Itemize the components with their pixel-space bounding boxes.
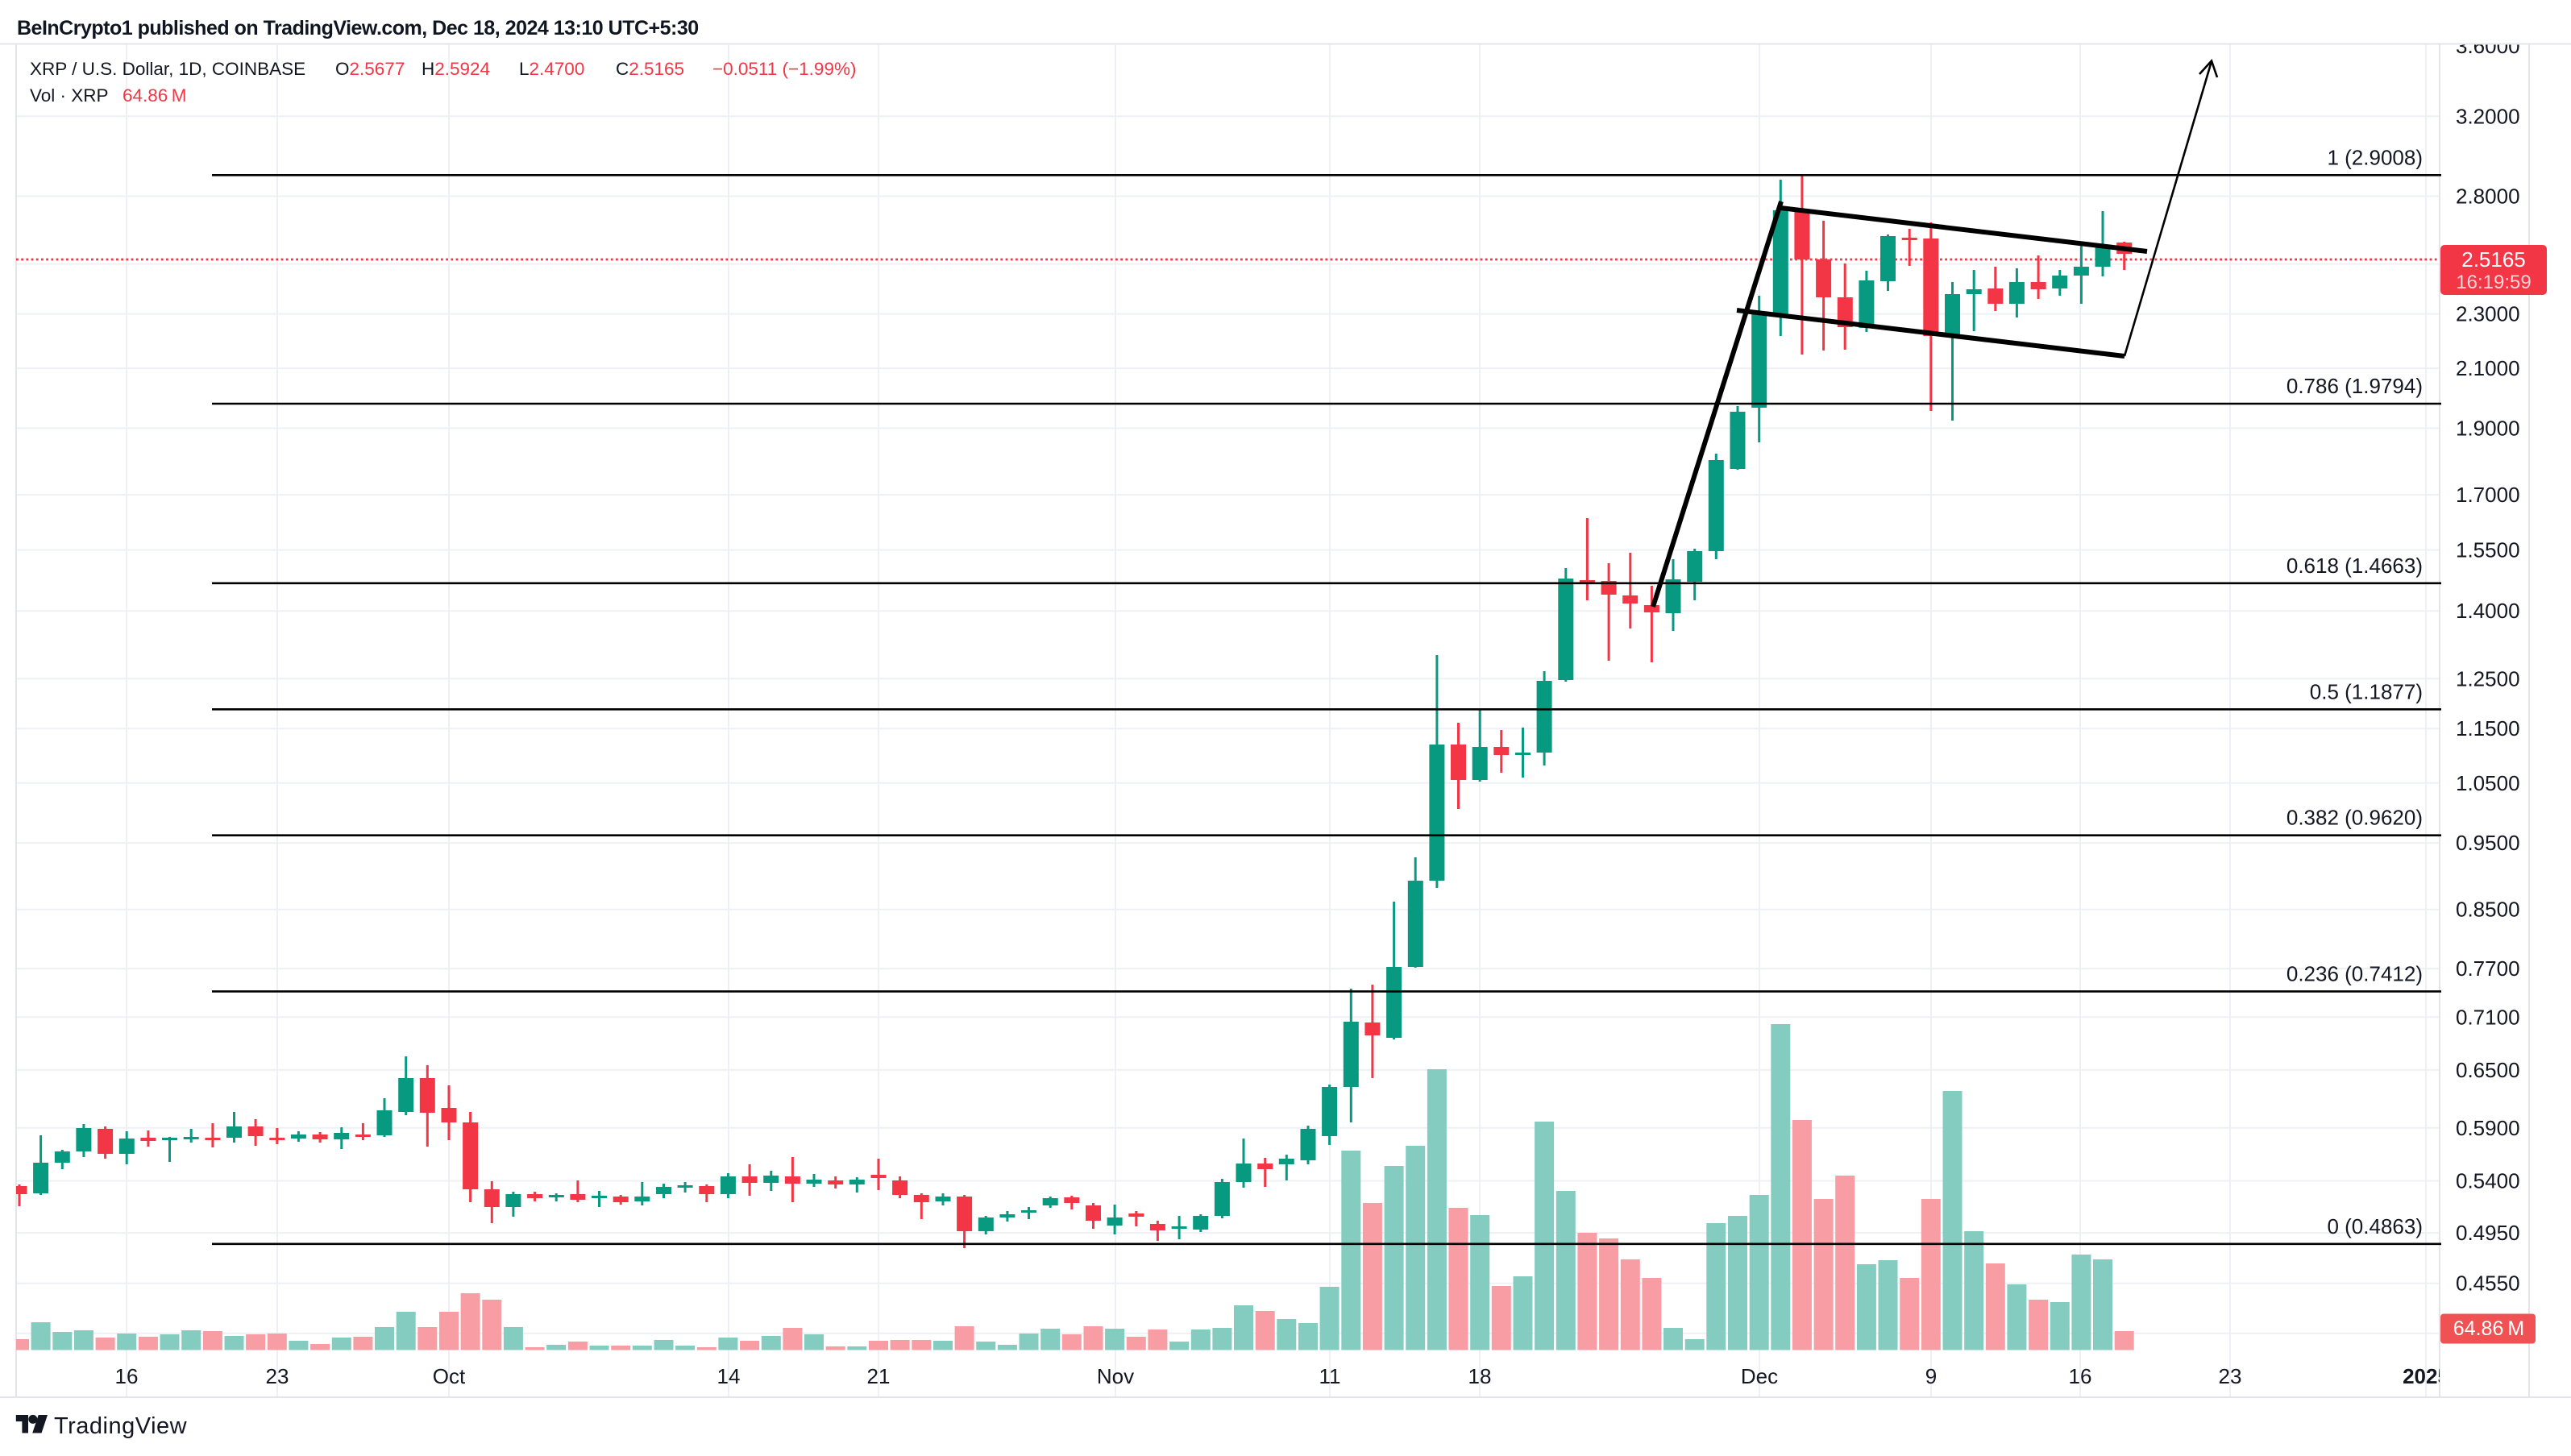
svg-text:0.5400: 0.5400 <box>2456 1169 2520 1193</box>
svg-text:21: 21 <box>867 1364 891 1388</box>
svg-text:Nov: Nov <box>1097 1364 1134 1388</box>
svg-text:BeInCrypto1 published on Tradi: BeInCrypto1 published on TradingView.com… <box>17 17 699 39</box>
svg-text:16:19:59: 16:19:59 <box>2456 272 2531 293</box>
svg-text:0.4950: 0.4950 <box>2456 1221 2520 1245</box>
svg-text:1.1500: 1.1500 <box>2456 716 2520 740</box>
svg-text:11: 11 <box>1319 1364 1341 1388</box>
svg-text:TradingView: TradingView <box>54 1413 188 1439</box>
svg-text:1.5500: 1.5500 <box>2456 538 2520 562</box>
svg-text:14: 14 <box>717 1364 741 1388</box>
svg-text:Dec: Dec <box>1741 1364 1778 1388</box>
svg-text:0.6500: 0.6500 <box>2456 1058 2520 1082</box>
svg-text:64.86 M: 64.86 M <box>2453 1317 2524 1340</box>
svg-text:L2.4700: L2.4700 <box>519 59 584 79</box>
svg-text:9: 9 <box>1925 1364 1937 1388</box>
svg-text:2.1000: 2.1000 <box>2456 356 2520 380</box>
svg-text:0.8500: 0.8500 <box>2456 898 2520 922</box>
svg-text:0.236 (0.7412): 0.236 (0.7412) <box>2286 961 2423 985</box>
svg-text:1.2500: 1.2500 <box>2456 666 2520 691</box>
svg-text:2.5165: 2.5165 <box>2461 247 2526 272</box>
svg-text:0.9500: 0.9500 <box>2456 831 2520 855</box>
svg-text:1.4000: 1.4000 <box>2456 599 2520 623</box>
svg-text:64.86 M: 64.86 M <box>123 85 187 106</box>
svg-text:1 (2.9008): 1 (2.9008) <box>2327 145 2423 169</box>
svg-text:1.9000: 1.9000 <box>2456 416 2520 440</box>
svg-text:2.8000: 2.8000 <box>2456 185 2520 209</box>
svg-text:0.4550: 0.4550 <box>2456 1271 2520 1296</box>
svg-text:O2.5677: O2.5677 <box>335 59 405 79</box>
svg-text:Vol · XRP: Vol · XRP <box>30 85 109 106</box>
svg-text:23: 23 <box>266 1364 289 1388</box>
svg-text:0 (0.4863): 0 (0.4863) <box>2327 1214 2423 1238</box>
svg-text:XRP / U.S. Dollar, 1D, COINBAS: XRP / U.S. Dollar, 1D, COINBASE <box>30 59 305 79</box>
svg-text:1.7000: 1.7000 <box>2456 483 2520 507</box>
svg-text:−0.0511 (−1.99%): −0.0511 (−1.99%) <box>712 59 856 79</box>
svg-text:Oct: Oct <box>433 1364 466 1388</box>
svg-text:0.382 (0.9620): 0.382 (0.9620) <box>2286 806 2423 830</box>
svg-text:0.5900: 0.5900 <box>2456 1116 2520 1140</box>
svg-text:3.2000: 3.2000 <box>2456 104 2520 128</box>
svg-text:18: 18 <box>1468 1364 1492 1388</box>
svg-text:0.7700: 0.7700 <box>2456 956 2520 981</box>
svg-text:16: 16 <box>2069 1364 2092 1388</box>
svg-text:0.5 (1.1877): 0.5 (1.1877) <box>2310 679 2423 703</box>
svg-text:H2.5924: H2.5924 <box>422 59 490 79</box>
svg-text:23: 23 <box>2219 1364 2242 1388</box>
svg-text:2025: 2025 <box>2403 1364 2449 1388</box>
svg-text:1.0500: 1.0500 <box>2456 771 2520 795</box>
svg-text:0.7100: 0.7100 <box>2456 1005 2520 1029</box>
svg-text:0.618 (1.4663): 0.618 (1.4663) <box>2286 554 2423 578</box>
svg-text:C2.5165: C2.5165 <box>616 59 684 79</box>
svg-text:0.786 (1.9794): 0.786 (1.9794) <box>2286 374 2423 398</box>
svg-text:2.3000: 2.3000 <box>2456 302 2520 326</box>
svg-text:16: 16 <box>115 1364 139 1388</box>
